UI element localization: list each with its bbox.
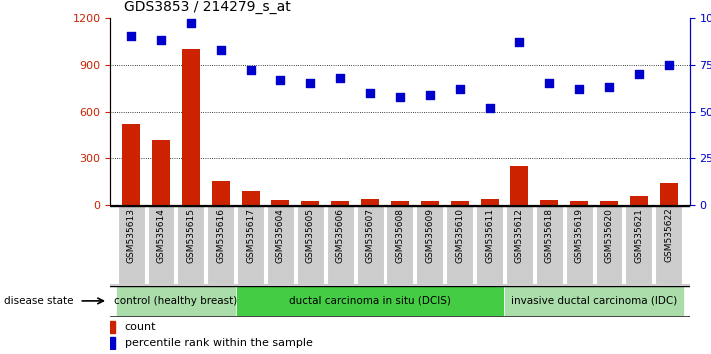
Bar: [570, 201, 588, 205]
Text: control (healthy breast): control (healthy breast): [114, 296, 237, 306]
Bar: [630, 196, 648, 205]
FancyBboxPatch shape: [357, 206, 383, 284]
Text: GSM535604: GSM535604: [276, 208, 285, 263]
Text: GSM535613: GSM535613: [127, 208, 136, 263]
FancyBboxPatch shape: [327, 206, 353, 284]
Point: [304, 80, 316, 86]
FancyBboxPatch shape: [235, 286, 505, 316]
Point: [634, 71, 645, 77]
Bar: [540, 200, 558, 205]
FancyBboxPatch shape: [596, 206, 622, 284]
Text: GSM535622: GSM535622: [664, 208, 673, 262]
Point: [424, 92, 436, 97]
Text: GSM535618: GSM535618: [545, 208, 554, 263]
Text: count: count: [124, 322, 156, 332]
Bar: [110, 321, 115, 333]
Point: [125, 34, 137, 39]
Bar: [122, 124, 140, 205]
FancyBboxPatch shape: [626, 206, 652, 284]
FancyBboxPatch shape: [237, 206, 264, 284]
Bar: [660, 183, 678, 205]
Text: GSM535611: GSM535611: [485, 208, 494, 263]
Bar: [301, 201, 319, 205]
FancyBboxPatch shape: [536, 206, 562, 284]
FancyBboxPatch shape: [178, 206, 204, 284]
Text: GSM535616: GSM535616: [216, 208, 225, 263]
Bar: [481, 199, 498, 205]
Point: [574, 86, 585, 92]
Text: percentile rank within the sample: percentile rank within the sample: [124, 338, 313, 348]
Bar: [600, 201, 618, 205]
Bar: [182, 49, 200, 205]
FancyBboxPatch shape: [656, 206, 682, 284]
FancyBboxPatch shape: [566, 206, 592, 284]
Text: GSM535612: GSM535612: [515, 208, 524, 263]
Bar: [212, 181, 230, 205]
Bar: [110, 337, 115, 349]
Text: GSM535608: GSM535608: [395, 208, 405, 263]
Point: [663, 62, 675, 68]
FancyBboxPatch shape: [267, 206, 294, 284]
FancyBboxPatch shape: [417, 206, 443, 284]
Text: GSM535606: GSM535606: [336, 208, 345, 263]
FancyBboxPatch shape: [148, 206, 174, 284]
FancyBboxPatch shape: [506, 206, 533, 284]
Point: [215, 47, 226, 52]
Text: GSM535607: GSM535607: [365, 208, 375, 263]
Text: disease state: disease state: [4, 296, 73, 306]
Text: GSM535619: GSM535619: [574, 208, 584, 263]
Bar: [331, 201, 349, 205]
Text: GSM535610: GSM535610: [455, 208, 464, 263]
Bar: [451, 201, 469, 205]
Point: [514, 39, 525, 45]
FancyBboxPatch shape: [505, 286, 684, 316]
Point: [274, 77, 286, 82]
Point: [604, 84, 615, 90]
Text: GSM535620: GSM535620: [604, 208, 614, 263]
Text: GSM535614: GSM535614: [156, 208, 166, 263]
FancyBboxPatch shape: [476, 206, 503, 284]
Text: GSM535609: GSM535609: [425, 208, 434, 263]
Text: GSM535605: GSM535605: [306, 208, 315, 263]
Bar: [242, 191, 260, 205]
Point: [454, 86, 466, 92]
Text: ductal carcinoma in situ (DCIS): ductal carcinoma in situ (DCIS): [289, 296, 451, 306]
Text: invasive ductal carcinoma (IDC): invasive ductal carcinoma (IDC): [511, 296, 677, 306]
Text: GSM535617: GSM535617: [246, 208, 255, 263]
Bar: [391, 201, 409, 205]
Point: [245, 67, 256, 73]
Point: [334, 75, 346, 81]
Bar: [510, 166, 528, 205]
Text: GSM535621: GSM535621: [634, 208, 643, 263]
Bar: [361, 199, 379, 205]
Point: [185, 21, 196, 26]
Point: [155, 38, 166, 43]
FancyBboxPatch shape: [116, 286, 235, 316]
Point: [484, 105, 496, 110]
FancyBboxPatch shape: [208, 206, 234, 284]
Text: GDS3853 / 214279_s_at: GDS3853 / 214279_s_at: [124, 0, 292, 14]
Bar: [272, 200, 289, 205]
Point: [364, 90, 375, 96]
FancyBboxPatch shape: [387, 206, 413, 284]
Point: [544, 80, 555, 86]
Bar: [421, 201, 439, 205]
Text: GSM535615: GSM535615: [186, 208, 196, 263]
Bar: [152, 139, 170, 205]
FancyBboxPatch shape: [118, 206, 144, 284]
Point: [394, 94, 405, 99]
FancyBboxPatch shape: [297, 206, 324, 284]
FancyBboxPatch shape: [447, 206, 473, 284]
